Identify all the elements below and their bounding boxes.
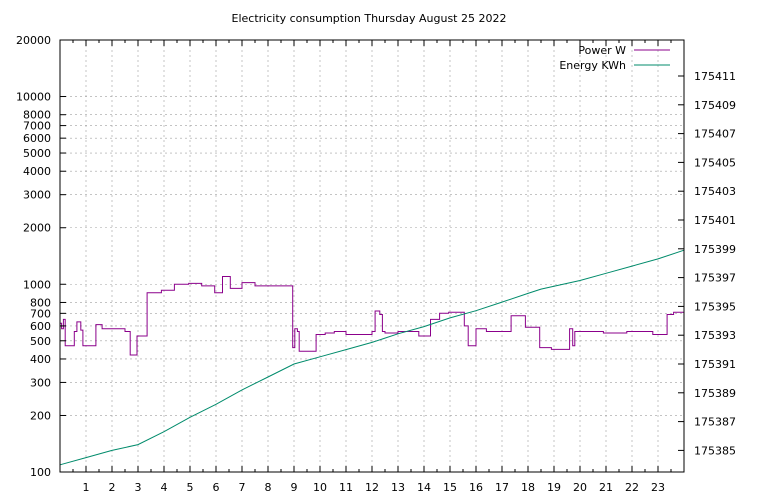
energy-line — [59, 249, 685, 466]
y2-tick-label: 175409 — [694, 99, 736, 112]
x-tick-label: 4 — [161, 481, 168, 494]
y2-tick-label: 175391 — [694, 358, 736, 371]
y-tick-label: 100 — [30, 466, 51, 479]
y-tick-label: 10000 — [16, 91, 51, 104]
y-tick-label: 1000 — [23, 278, 51, 291]
y2-tick-label: 175395 — [694, 300, 736, 313]
x-tick-label: 11 — [339, 481, 353, 494]
x-tick-label: 15 — [443, 481, 457, 494]
legend-label: Power W — [578, 44, 626, 57]
x-tick-label: 3 — [135, 481, 142, 494]
y-tick-label: 2000 — [23, 222, 51, 235]
x-tick-label: 2 — [109, 481, 116, 494]
y2-tick-label: 175401 — [694, 214, 736, 227]
y-tick-label: 300 — [30, 376, 51, 389]
y2-tick-label: 175399 — [694, 243, 736, 256]
y2-tick-label: 175397 — [694, 272, 736, 285]
power-line — [60, 276, 684, 356]
legend: Power W Energy KWh — [559, 44, 670, 72]
x-tick-label: 9 — [291, 481, 298, 494]
y-tick-label: 8000 — [23, 109, 51, 122]
x-tick-label: 19 — [547, 481, 561, 494]
y-tick-label: 6000 — [23, 132, 51, 145]
y2-tick-label: 175385 — [694, 444, 736, 457]
y2-tick-label: 175387 — [694, 416, 736, 429]
x-tick-label: 10 — [313, 481, 327, 494]
legend-label: Energy KWh — [559, 59, 626, 72]
y2-tick-label: 175403 — [694, 185, 736, 198]
y-tick-label: 5000 — [23, 147, 51, 160]
x-tick-label: 22 — [625, 481, 639, 494]
y2-tick-label: 175393 — [694, 329, 736, 342]
x-tick-label: 17 — [495, 481, 509, 494]
energy-series — [59, 249, 685, 466]
x-tick-label: 16 — [469, 481, 483, 494]
x-tick-label: 5 — [187, 481, 194, 494]
y-tick-label: 400 — [30, 353, 51, 366]
x-tick-label: 20 — [573, 481, 587, 494]
grid — [60, 40, 684, 472]
x-tick-label: 21 — [599, 481, 613, 494]
y-tick-label: 800 — [30, 296, 51, 309]
y-tick-label: 500 — [30, 335, 51, 348]
y2-tick-label: 175407 — [694, 128, 736, 141]
x-tick-label: 8 — [265, 481, 272, 494]
y-tick-label: 4000 — [23, 165, 51, 178]
x-tick-label: 6 — [213, 481, 220, 494]
y2-tick-label: 175405 — [694, 156, 736, 169]
y-tick-label: 3000 — [23, 189, 51, 202]
chart-title: Electricity consumption Thursday August … — [232, 12, 507, 25]
x-axis: 1 2 3 4 5 6 7 8 9 10 11 12 13 14 15 16 17 18 19 20 21 22 23 — [72, 40, 672, 494]
y-tick-label: 7000 — [23, 120, 51, 133]
x-tick-label: 14 — [417, 481, 431, 494]
y-tick-label: 200 — [30, 409, 51, 422]
y2-tick-label: 175411 — [694, 70, 736, 83]
x-tick-label: 12 — [365, 481, 379, 494]
x-tick-label: 23 — [651, 481, 665, 494]
x-tick-label: 1 — [83, 481, 90, 494]
y2-tick-label: 175389 — [694, 387, 736, 400]
x-tick-label: 7 — [239, 481, 246, 494]
y-tick-label: 20000 — [16, 34, 51, 47]
x-tick-label: 18 — [521, 481, 535, 494]
power-series — [60, 276, 684, 356]
y-tick-label: 600 — [30, 320, 51, 333]
x-tick-label: 13 — [391, 481, 405, 494]
y-tick-label: 700 — [30, 307, 51, 320]
y-axis-right: 175385 175387 175389 175391 175393 175395 1753… — [678, 70, 736, 457]
